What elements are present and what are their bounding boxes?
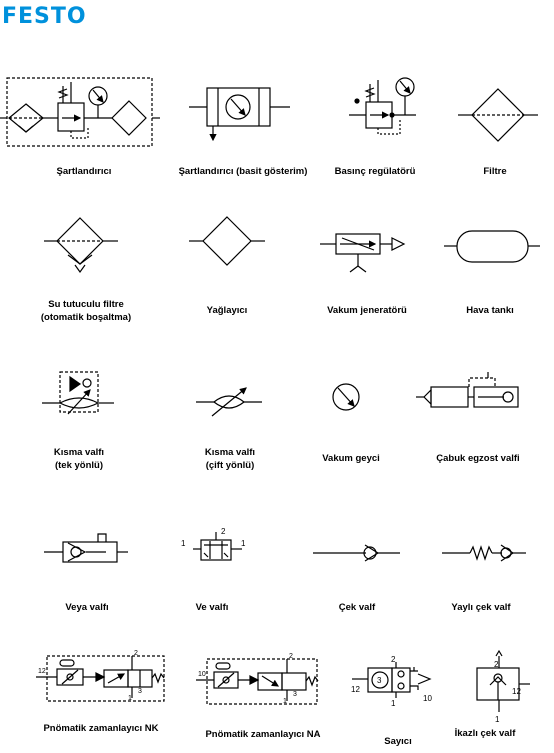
port-label: 10 bbox=[198, 671, 206, 678]
symbol-zamanlayici-nk bbox=[36, 655, 165, 702]
symbol-ve-valfi bbox=[193, 532, 242, 561]
counter-value: 3 bbox=[377, 676, 382, 685]
label-filtre: Filtre bbox=[483, 166, 507, 177]
label-kisma-valfi-cift: Kısma valfı (çift yönlü) bbox=[155, 446, 305, 472]
label-vakum-jeneratoru: Vakum jeneratörü bbox=[327, 305, 407, 316]
port-label: 12 bbox=[38, 668, 46, 675]
symbol-sartlandirici-basit bbox=[189, 87, 290, 142]
symbol-yayli-cek-valf bbox=[442, 544, 526, 562]
symbol-cabuk-egzost bbox=[416, 372, 519, 408]
label-ve-valfi: Ve valfı bbox=[195, 602, 229, 613]
label-line-2: (tek yönlü) bbox=[54, 460, 104, 471]
symbol-sartlandirici bbox=[0, 77, 160, 147]
port-label: 2 bbox=[134, 650, 138, 657]
label-vakum-geyci: Vakum geyci bbox=[322, 453, 380, 464]
symbol-kisma-valfi-cift bbox=[196, 387, 262, 417]
label-yaglayici: Yağlayıcı bbox=[206, 305, 248, 316]
label-line-1: Kısma valfı bbox=[53, 447, 105, 458]
port-label: 10 bbox=[423, 694, 432, 703]
label-zamanlayici-na: Pnömatik zamanlayıcı NA bbox=[205, 729, 321, 740]
label-sayici: Sayıcı bbox=[384, 736, 412, 747]
port-label: 2 bbox=[494, 660, 499, 669]
symbol-basinc-regulatoru bbox=[349, 77, 416, 135]
port-label: 1 bbox=[128, 695, 132, 702]
port-label: 2 bbox=[391, 655, 396, 664]
symbol-cek-valf bbox=[313, 544, 400, 562]
symbol-hava-tanki bbox=[444, 230, 540, 263]
symbol-sayici bbox=[352, 662, 432, 698]
label-basinc-regulatoru: Basınç regülatörü bbox=[334, 166, 416, 177]
symbol-vakum-geyci bbox=[332, 383, 360, 411]
symbol-su-tutuculu-filtre bbox=[44, 217, 118, 274]
label-line-1: Kısma valfı bbox=[204, 447, 256, 458]
festo-logo: FESTO bbox=[2, 4, 87, 29]
port-label: 1 bbox=[241, 539, 246, 548]
label-hava-tanki: Hava tankı bbox=[466, 305, 514, 316]
symbol-yaglayici bbox=[189, 216, 265, 266]
port-label: 1 bbox=[495, 715, 500, 724]
symbol-filtre bbox=[458, 88, 538, 142]
label-line-2: (otomatik boşaltma) bbox=[40, 312, 132, 323]
label-line-2: (çift yönlü) bbox=[205, 460, 255, 471]
symbol-vakum-jeneratoru bbox=[320, 233, 406, 273]
symbol-zamanlayici-na bbox=[196, 658, 319, 705]
port-label: 1 bbox=[283, 698, 287, 705]
label-ikazli-cek-valf: İkazlı çek valf bbox=[454, 728, 516, 739]
symbol-kisma-valfi-tek bbox=[42, 371, 114, 415]
label-zamanlayici-nk: Pnömatik zamanlayıcı NK bbox=[43, 723, 159, 734]
label-line-1: Su tutuculu filtre bbox=[48, 299, 124, 310]
port-label: 1 bbox=[181, 539, 186, 548]
label-cek-valf: Çek valf bbox=[338, 602, 376, 613]
port-label: 3 bbox=[293, 691, 297, 698]
label-sartlandirici-basit: Şartlandırıcı (basit gösterim) bbox=[178, 166, 308, 177]
label-veya-valfi: Veya valfı bbox=[65, 602, 109, 613]
port-label: 2 bbox=[221, 527, 226, 536]
symbol-ikazli-cek-valf bbox=[476, 649, 530, 712]
symbol-veya-valfi bbox=[44, 533, 128, 563]
label-cabuk-egzost: Çabuk egzost valfi bbox=[436, 453, 520, 464]
label-su-tutuculu-filtre: Su tutuculu filtre (otomatik boşaltma) bbox=[11, 298, 161, 324]
port-label: 2 bbox=[289, 653, 293, 660]
label-yayli-cek-valf: Yaylı çek valf bbox=[451, 602, 511, 613]
port-label: 1 bbox=[391, 699, 396, 708]
label-sartlandirici: Şartlandırıcı bbox=[56, 166, 112, 177]
label-kisma-valfi-tek: Kısma valfı (tek yönlü) bbox=[4, 446, 154, 472]
port-label: 3 bbox=[138, 688, 142, 695]
port-label: 12 bbox=[512, 687, 521, 696]
port-label: 12 bbox=[351, 685, 360, 694]
